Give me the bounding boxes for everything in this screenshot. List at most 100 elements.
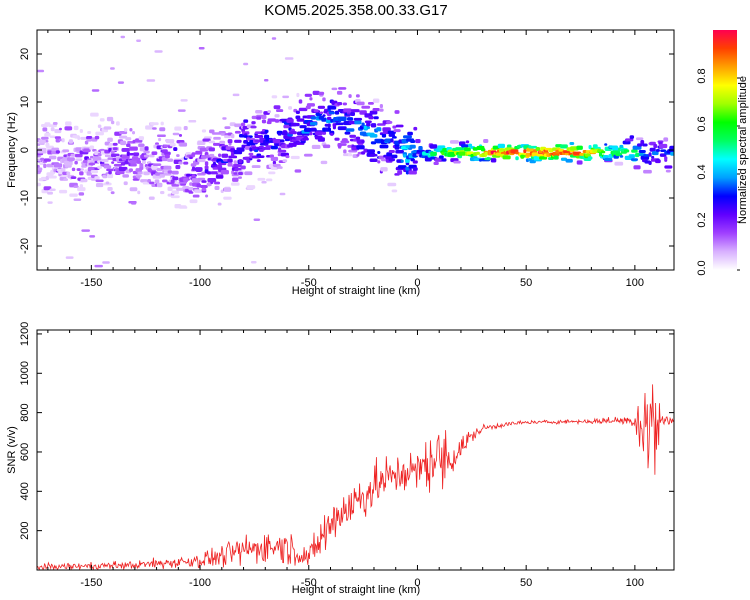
spectrogram-cell: [370, 123, 377, 128]
spectrogram-cell: [424, 157, 432, 162]
spectrogram-cell: [234, 139, 242, 143]
spectrogram-cell: [97, 124, 102, 129]
spectrogram-cell: [453, 160, 461, 164]
spectrogram-cell: [298, 99, 303, 104]
spectrogram-cell: [107, 137, 113, 142]
spectrogram-cell: [664, 165, 673, 169]
spectrogram-cell: [152, 127, 157, 130]
spectrogram-cell: [366, 149, 375, 154]
colorbar-tick-label: 0.6: [696, 116, 708, 131]
spectrogram-cell: [309, 122, 318, 126]
spectrogram-cell: [137, 175, 141, 180]
spectrogram-cell: [386, 121, 393, 124]
spectrogram-cell: [110, 120, 115, 125]
spectrogram-cell: [670, 151, 674, 156]
spectrogram-cell: [327, 105, 337, 110]
spectrogram-cell: [129, 159, 138, 164]
spectrogram-cell: [178, 161, 183, 165]
spectrogram-cell: [232, 177, 239, 182]
snr-x-tick-label: 0: [414, 577, 420, 589]
spectrogram-cell: [185, 152, 192, 156]
spectrogram-cell: [197, 158, 206, 163]
spectrogram-cell: [170, 179, 175, 184]
spectrogram-cell: [536, 153, 545, 157]
spectrogram-noise-cell: [120, 35, 126, 39]
spectrogram-cell: [194, 189, 204, 193]
spectrogram-cell: [53, 163, 63, 168]
spectrogram-noise-cell: [89, 235, 96, 238]
spectrogram-cell: [195, 150, 203, 155]
spectrogram-cell: [296, 92, 300, 98]
spectrogram-noise-cell: [117, 81, 125, 84]
spectrogram-cell: [535, 146, 541, 151]
spectrogram-cell: [379, 144, 389, 149]
spectrogram-cell: [655, 159, 661, 164]
spectrogram-cell: [334, 137, 340, 141]
spectrogram-cell: [241, 131, 250, 135]
colorbar-ticks: 0.0 0.2 0.4 0.6 0.8: [696, 68, 740, 276]
spectrogram-cell: [313, 109, 319, 113]
spectrogram-cell: [221, 153, 229, 158]
spectrogram-cell: [268, 171, 276, 175]
spectrogram-cell: [325, 127, 329, 131]
spectrogram-cell: [386, 152, 393, 157]
spectrogram-cell: [271, 95, 278, 99]
spectrogram-cell: [377, 151, 381, 154]
spectrogram-cell: [143, 171, 150, 176]
spectrogram-cell: [228, 155, 238, 159]
spectrogram-cell: [86, 171, 92, 176]
spectrogram-cell: [200, 185, 208, 189]
spectrogram-cell: [95, 182, 104, 188]
spectrogram-cell: [391, 154, 398, 159]
spectrogram-cell: [106, 116, 114, 122]
spectrogram-cell: [475, 151, 480, 155]
snr-x-label: Height of straight line (km): [292, 584, 420, 596]
spectrogram-cell: [81, 164, 87, 168]
spectrogram-cell: [207, 178, 217, 183]
spectrogram-cell: [478, 158, 483, 162]
spectrogram-cell: [251, 165, 261, 169]
spectrogram-cell: [79, 184, 84, 189]
spectrogram-cell: [227, 162, 233, 167]
spectrogram-cell: [392, 125, 397, 129]
spectrogram-cell: [43, 158, 51, 162]
spectrogram-cell: [337, 101, 343, 106]
spectrogram-cell: [195, 167, 202, 173]
spectrogram-cell: [338, 87, 347, 90]
spectrogram-x-tick-label: -100: [189, 277, 211, 289]
colorbar-tick-label: 0.4: [696, 164, 708, 179]
spectrogram-cell: [642, 143, 648, 147]
spectrogram-cell: [429, 144, 438, 149]
spectrogram-cell: [465, 140, 470, 144]
spectrogram-cell: [379, 104, 383, 109]
spectrogram-cell: [274, 119, 280, 123]
spectrogram-cell: [497, 143, 506, 149]
spectrogram-cell: [256, 159, 261, 162]
spectrogram-cell: [345, 128, 355, 132]
spectrogram-cell: [409, 144, 416, 149]
spectrogram-cell: [191, 152, 196, 156]
spectrogram-cell: [48, 124, 57, 128]
spectrogram-cell: [270, 145, 278, 150]
spectrogram-cell: [356, 101, 365, 106]
spectrogram-cell: [186, 173, 191, 177]
spectrogram-cell: [267, 118, 277, 122]
spectrogram-cell: [490, 158, 497, 163]
spectrogram-cell: [320, 160, 328, 165]
spectrogram-cell: [90, 170, 99, 174]
spectrogram-cell: [227, 158, 233, 163]
spectrogram-cell: [332, 123, 337, 127]
spectrogram-cell: [363, 125, 368, 130]
spectrogram-cell: [125, 137, 132, 141]
spectrogram-cell: [75, 147, 83, 152]
spectrogram-cell: [388, 158, 396, 162]
spectrogram-cell: [83, 148, 90, 153]
spectrogram-cell: [418, 145, 423, 151]
spectrogram-noise-cell: [282, 95, 290, 99]
spectrogram-cell: [136, 160, 142, 164]
spectrogram-cell: [412, 160, 418, 164]
spectrogram-x-tick-label: -150: [80, 277, 102, 289]
spectrogram-y-ticks: -20 -10 0 10 20: [19, 48, 674, 254]
spectrogram-cell: [286, 118, 294, 124]
spectrogram-cell: [565, 158, 573, 163]
